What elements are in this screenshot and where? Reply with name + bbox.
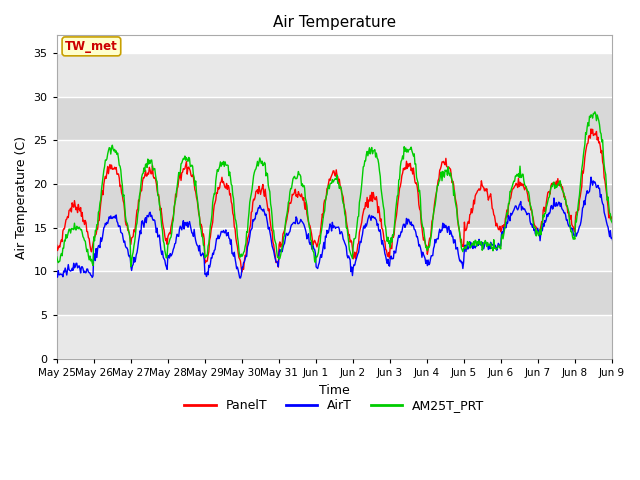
AirT (588, 174, 595, 180)
PanelT (414, 191, 422, 196)
Bar (57, 140, 612, 184)
AM25T_PRT (591, 109, 599, 115)
Bar (57, 315, 612, 359)
PanelT (260, 193, 268, 199)
Bar (57, 272, 612, 315)
Line: AM25T_PRT: AM25T_PRT (57, 112, 640, 359)
AM25T_PRT (231, 216, 239, 222)
PanelT (283, 216, 291, 222)
AirT (414, 237, 422, 243)
X-axis label: Time: Time (319, 384, 349, 396)
PanelT (53, 242, 61, 248)
Y-axis label: Air Temperature (C): Air Temperature (C) (15, 136, 28, 259)
Line: AirT: AirT (57, 177, 640, 359)
AM25T_PRT (260, 159, 268, 165)
AirT (53, 272, 61, 278)
Line: PanelT: PanelT (57, 129, 640, 359)
AM25T_PRT (283, 212, 291, 218)
AirT (260, 209, 268, 215)
AM25T_PRT (447, 175, 455, 180)
AirT (122, 245, 130, 251)
AM25T_PRT (414, 180, 422, 186)
AirT (283, 230, 291, 236)
Bar (57, 53, 612, 96)
Bar (57, 228, 612, 272)
Text: TW_met: TW_met (65, 40, 118, 53)
PanelT (122, 222, 130, 228)
Legend: PanelT, AirT, AM25T_PRT: PanelT, AirT, AM25T_PRT (179, 395, 490, 418)
AM25T_PRT (122, 218, 130, 224)
PanelT (588, 126, 595, 132)
Bar (57, 184, 612, 228)
AirT (231, 256, 239, 262)
AM25T_PRT (53, 254, 61, 260)
AirT (447, 230, 455, 236)
Title: Air Temperature: Air Temperature (273, 15, 396, 30)
PanelT (447, 172, 455, 178)
PanelT (231, 226, 239, 232)
Bar (57, 96, 612, 140)
